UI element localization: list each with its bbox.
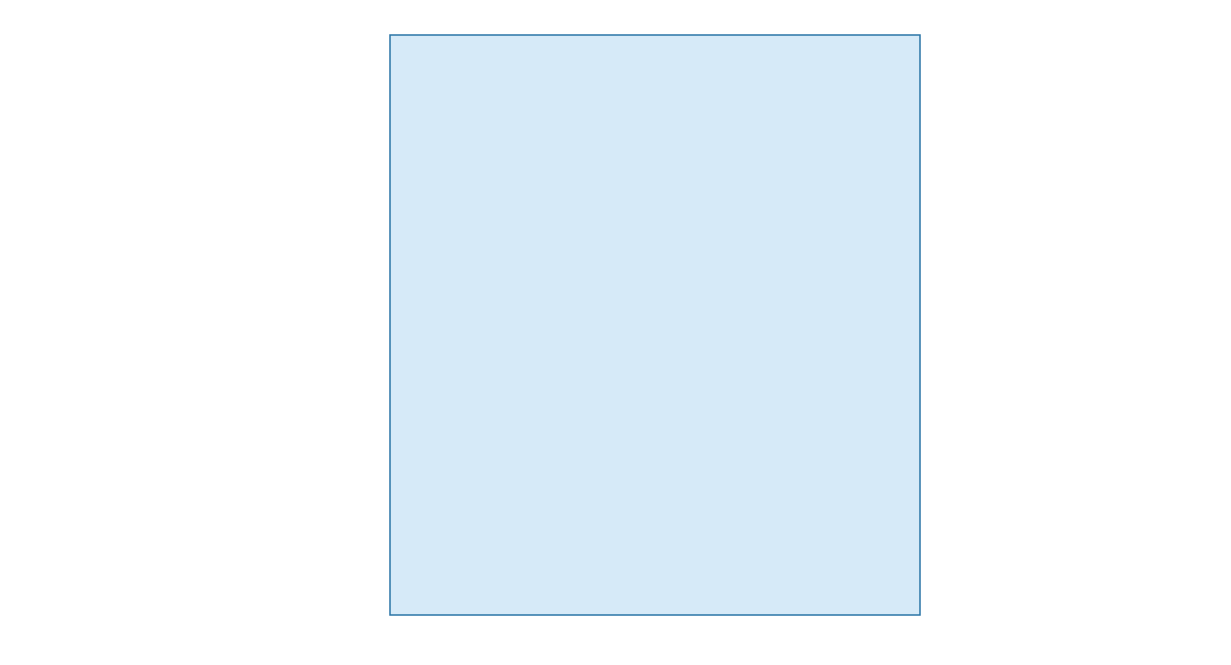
architecture-diagram (0, 0, 1231, 665)
